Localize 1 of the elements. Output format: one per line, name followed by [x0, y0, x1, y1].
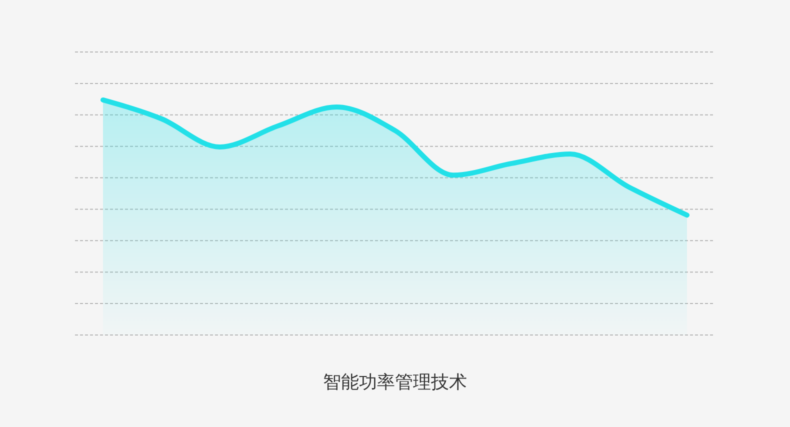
text: 智能功率管理技术 — [322, 371, 468, 394]
